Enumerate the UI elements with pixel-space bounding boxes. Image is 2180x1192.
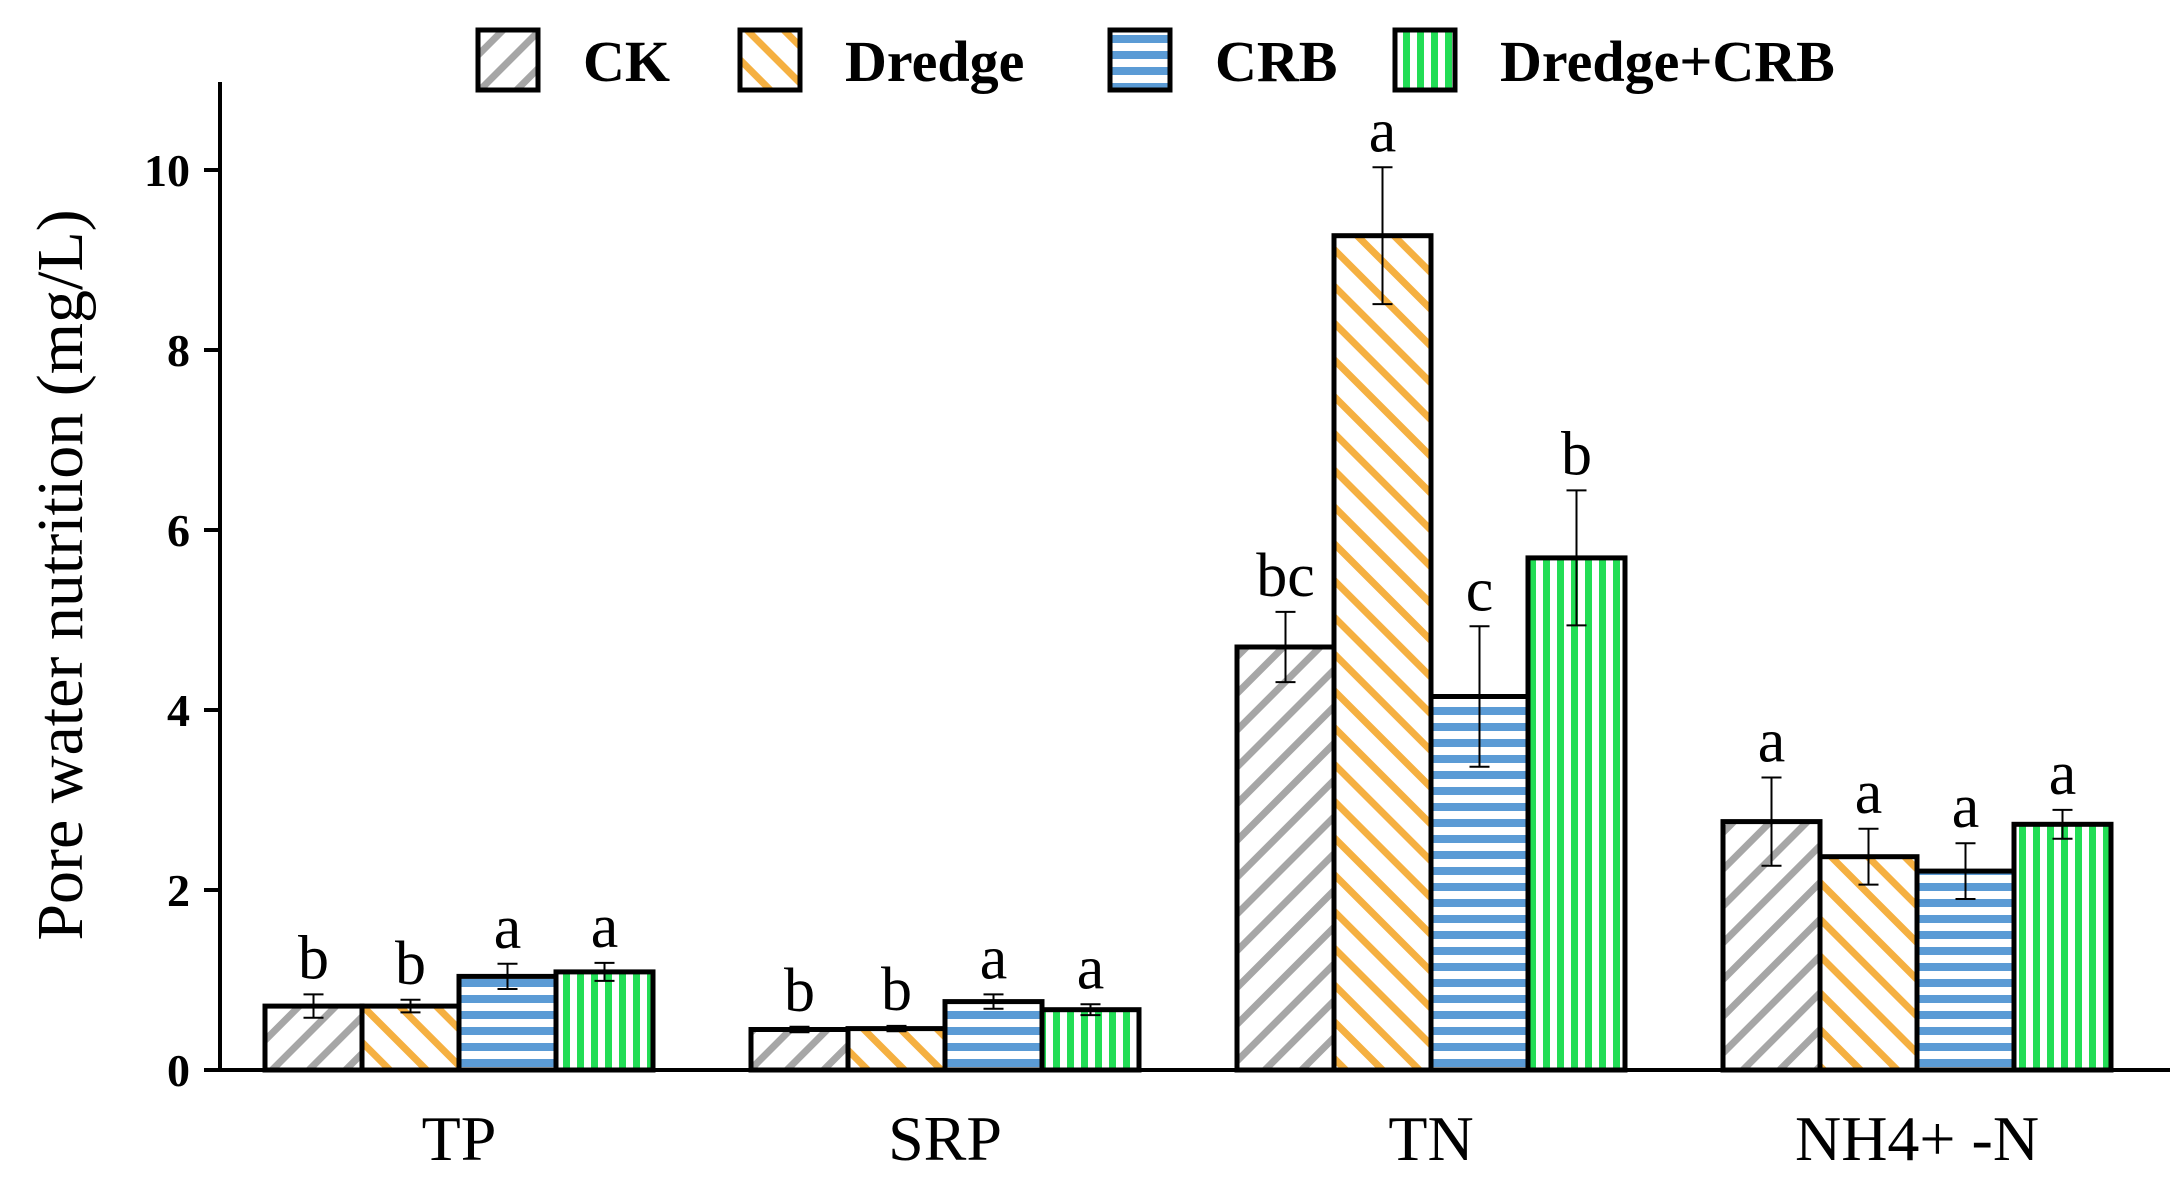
bar-dredge-srp [845, 1026, 948, 1073]
error-bar [1858, 827, 1879, 886]
y-tick-label: 2 [167, 865, 190, 916]
error-bar [886, 1024, 907, 1033]
legend-swatch [475, 27, 541, 93]
error-bar [303, 993, 324, 1019]
legend-item-crb: CRB [1107, 27, 1337, 94]
bar-crb-nh4-n [1914, 868, 2017, 1073]
error-bar [1469, 625, 1490, 768]
bar-dredge-crb-tp [553, 969, 656, 1073]
y-ticks: 0 2 4 6 8 10 [144, 145, 220, 1096]
error-bar [400, 998, 421, 1014]
y-axis-title: Pore water nutrition (mg/L) [24, 209, 97, 940]
bar-ck-srp [748, 1027, 851, 1073]
legend: CK Dredge CRB Dredge+CRB [475, 27, 1835, 94]
bar-dredge-crb-tn [1525, 555, 1628, 1073]
error-bar [1275, 610, 1296, 684]
y-tick-label: 0 [167, 1045, 190, 1096]
significance-label: a [1077, 934, 1105, 1002]
significance-label: a [1855, 759, 1883, 827]
y-tick-label: 8 [167, 325, 190, 376]
significance-label: b [881, 956, 912, 1024]
significance-label: a [1952, 773, 1980, 841]
legend-swatch [737, 27, 803, 93]
error-bar [789, 1025, 810, 1034]
error-bar [983, 993, 1004, 1010]
x-category-label: TP [422, 1103, 497, 1174]
bar-ck-tn [1234, 644, 1337, 1073]
y-tick-label: 4 [167, 685, 190, 736]
significance-label: a [1369, 97, 1397, 165]
bar-dredge-tn [1331, 233, 1434, 1073]
significance-label: b [395, 930, 426, 998]
legend-label: Dredge [845, 29, 1024, 94]
significance-label: bc [1256, 542, 1315, 610]
significance-label: a [1758, 708, 1786, 776]
error-bar [1761, 776, 1782, 867]
error-bar [497, 962, 518, 990]
x-category-labels: TP SRP TN NH4+ -N [422, 1103, 2039, 1174]
significance-label: a [980, 924, 1008, 992]
legend-label: CK [583, 29, 670, 94]
bar-dredge-crb-srp [1039, 1007, 1142, 1073]
bar-dredge-nh4-n [1817, 854, 1920, 1073]
bar-crb-tp [456, 973, 559, 1073]
significance-label: b [1561, 420, 1592, 488]
legend-item-dredge-crb: Dredge+CRB [1392, 27, 1835, 94]
bar-crb-srp [942, 999, 1045, 1073]
significance-label: b [298, 924, 329, 992]
significance-label: a [494, 894, 522, 962]
significance-label: a [591, 893, 619, 961]
x-category-label: NH4+ -N [1795, 1103, 2039, 1174]
error-bar [2052, 808, 2073, 840]
error-bar [1372, 166, 1393, 306]
error-bar [1566, 489, 1587, 627]
legend-swatch [1392, 27, 1458, 93]
significance-label: b [784, 957, 815, 1025]
x-category-label: TN [1388, 1103, 1473, 1174]
x-category-label: SRP [888, 1103, 1002, 1174]
legend-swatch [1107, 27, 1173, 93]
y-tick-label: 6 [167, 505, 190, 556]
legend-item-dredge: Dredge [737, 27, 1024, 94]
legend-label: Dredge+CRB [1500, 29, 1835, 94]
legend-label: CRB [1215, 29, 1337, 94]
y-tick-label: 10 [144, 145, 190, 196]
error-bar [1080, 1003, 1101, 1017]
bar-dredge-crb-nh4-n [2011, 821, 2114, 1073]
legend-item-ck: CK [475, 27, 670, 94]
significance-label: a [2049, 740, 2077, 808]
significance-label: c [1466, 556, 1494, 624]
bar-dredge-tp [359, 1003, 462, 1073]
error-bar [594, 961, 615, 982]
axes-layer [218, 82, 2170, 1072]
error-bar [1955, 842, 1976, 900]
